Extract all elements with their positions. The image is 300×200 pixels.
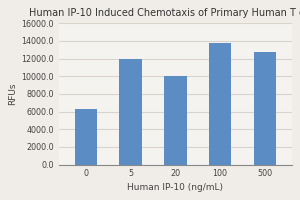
Y-axis label: RFUs: RFUs — [8, 83, 17, 105]
Bar — [254, 52, 276, 165]
Title: Human IP-10 Induced Chemotaxis of Primary Human T cells: Human IP-10 Induced Chemotaxis of Primar… — [29, 8, 300, 18]
X-axis label: Human IP-10 (ng/mL): Human IP-10 (ng/mL) — [127, 183, 223, 192]
Bar — [164, 76, 187, 165]
Bar — [209, 43, 231, 165]
Bar — [75, 109, 97, 165]
Bar — [119, 59, 142, 165]
